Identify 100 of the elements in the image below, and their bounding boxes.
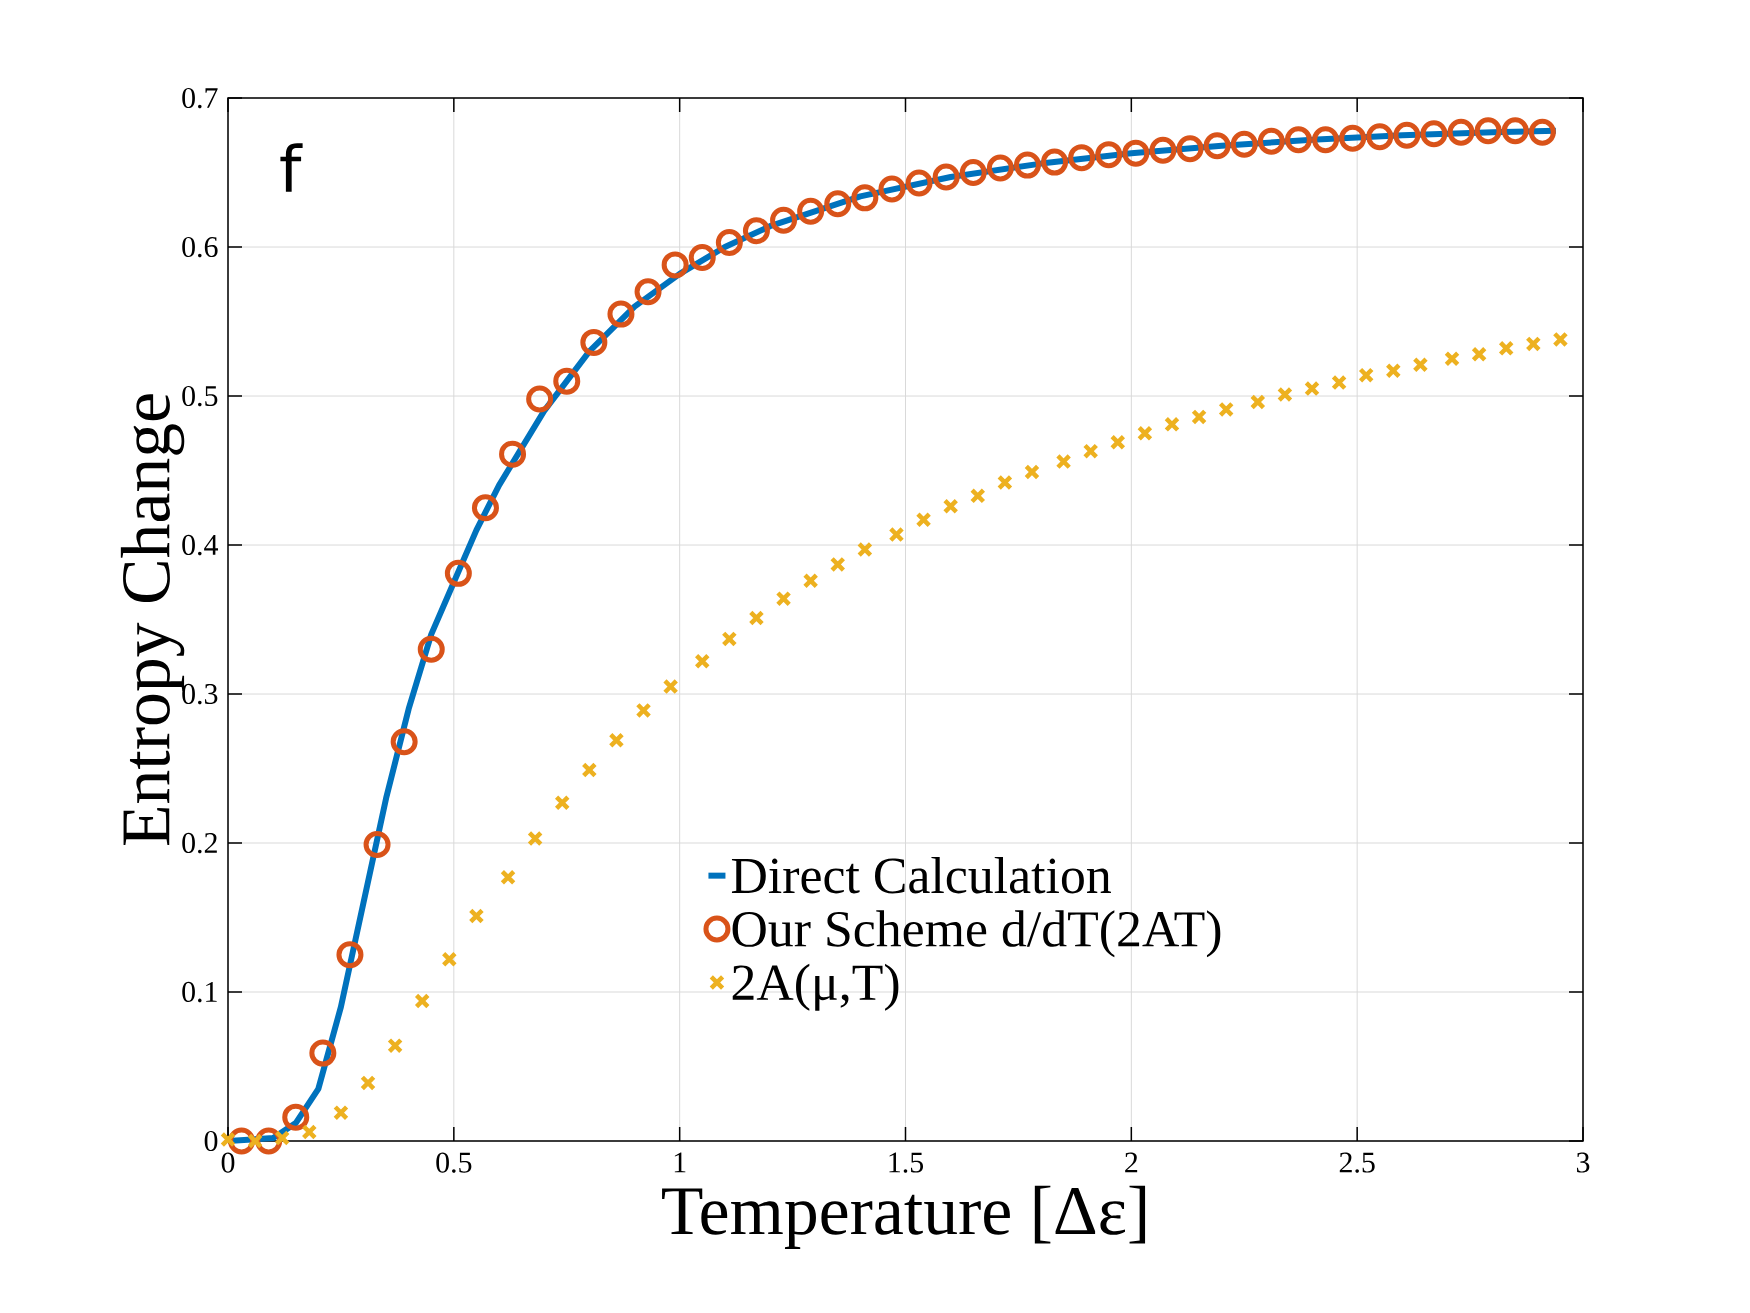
point: [802, 572, 819, 589]
point: [1331, 374, 1348, 391]
point: [360, 1074, 376, 1091]
point: [1471, 346, 1488, 363]
point: [1498, 340, 1515, 357]
point: [441, 951, 458, 968]
y-tick-label: 0.7: [182, 87, 218, 109]
y-tick-label: 0: [204, 1130, 218, 1152]
annotation: f: [280, 143, 303, 192]
point: [1304, 380, 1320, 397]
point: [468, 908, 485, 924]
point: [824, 190, 852, 218]
point: [387, 1037, 404, 1054]
point: [1122, 139, 1150, 167]
point: [932, 163, 960, 191]
point: [661, 251, 689, 279]
point: [1249, 394, 1266, 410]
legend-label: Direct Calculation: [731, 856, 1111, 894]
point: [770, 206, 798, 234]
point: [1358, 367, 1375, 384]
point: [444, 559, 472, 587]
legend-label: Our Scheme d/dT(2AT): [732, 910, 1221, 958]
point: [1176, 135, 1204, 163]
point: [1136, 425, 1153, 442]
x-tick-label: 2.5: [1339, 1152, 1375, 1173]
point: [607, 300, 635, 328]
point: [996, 474, 1013, 491]
point: [1412, 356, 1429, 373]
point: [1055, 453, 1072, 470]
x-tick-label: 0.5: [436, 1152, 472, 1173]
point: [942, 498, 959, 515]
point: [1501, 117, 1529, 145]
point: [1284, 126, 1312, 154]
point: [1082, 443, 1099, 460]
point: [905, 169, 933, 197]
point: [554, 794, 571, 811]
point: [1525, 335, 1542, 352]
point: [878, 175, 906, 203]
point: [526, 385, 554, 413]
x-axis-title: Temperature [Δε]: [662, 1185, 1146, 1249]
point: [851, 184, 879, 212]
point: [390, 728, 418, 756]
point: [1420, 120, 1448, 148]
point: [797, 197, 825, 225]
point: [1339, 124, 1367, 152]
point: [220, 1131, 236, 1148]
point: [969, 487, 986, 504]
point: [721, 630, 738, 647]
point: [694, 653, 711, 670]
point: [471, 494, 499, 522]
point: [1385, 362, 1402, 379]
point: [247, 1133, 264, 1149]
point: [309, 1039, 337, 1067]
point: [500, 869, 516, 886]
point: [1013, 151, 1041, 179]
point: [635, 702, 652, 719]
point: [888, 526, 905, 543]
point: [715, 229, 743, 257]
point: [414, 993, 431, 1009]
point: [1109, 434, 1126, 451]
point: [748, 610, 765, 626]
point: [581, 762, 598, 778]
x-tick-label: 1: [674, 1152, 686, 1173]
point: [634, 278, 662, 306]
point: [553, 367, 581, 395]
point: [1218, 401, 1235, 418]
point: [1444, 350, 1460, 367]
point: [1203, 132, 1231, 160]
point: [915, 511, 932, 528]
point: [1393, 121, 1421, 149]
point: [1447, 118, 1475, 146]
point: [608, 732, 625, 749]
point: [1164, 416, 1180, 433]
x-tick-label: 3: [1576, 1152, 1590, 1173]
point: [1068, 144, 1096, 172]
point: [662, 678, 679, 695]
x-tick-label: 0: [221, 1152, 235, 1173]
point: [775, 590, 792, 607]
x-tick-label: 2: [1125, 1152, 1138, 1173]
point: [1276, 386, 1293, 403]
point: [959, 159, 987, 187]
point: [1230, 130, 1258, 158]
point: [1149, 136, 1177, 164]
point: [333, 1104, 349, 1121]
point: [274, 1130, 291, 1146]
point: [301, 1124, 318, 1140]
y-tick-label: 0.6: [182, 236, 218, 258]
point: [1528, 118, 1556, 146]
point: [1041, 148, 1069, 176]
point: [856, 541, 873, 558]
point: [580, 328, 608, 356]
point: [829, 556, 846, 573]
point: [282, 1103, 310, 1131]
point: [986, 154, 1014, 182]
point: [527, 830, 544, 847]
point: [1552, 331, 1569, 348]
point: [1024, 464, 1040, 480]
legend-label: 2A(μ,T): [732, 963, 899, 1011]
point: [417, 635, 445, 663]
point: [1366, 123, 1394, 151]
